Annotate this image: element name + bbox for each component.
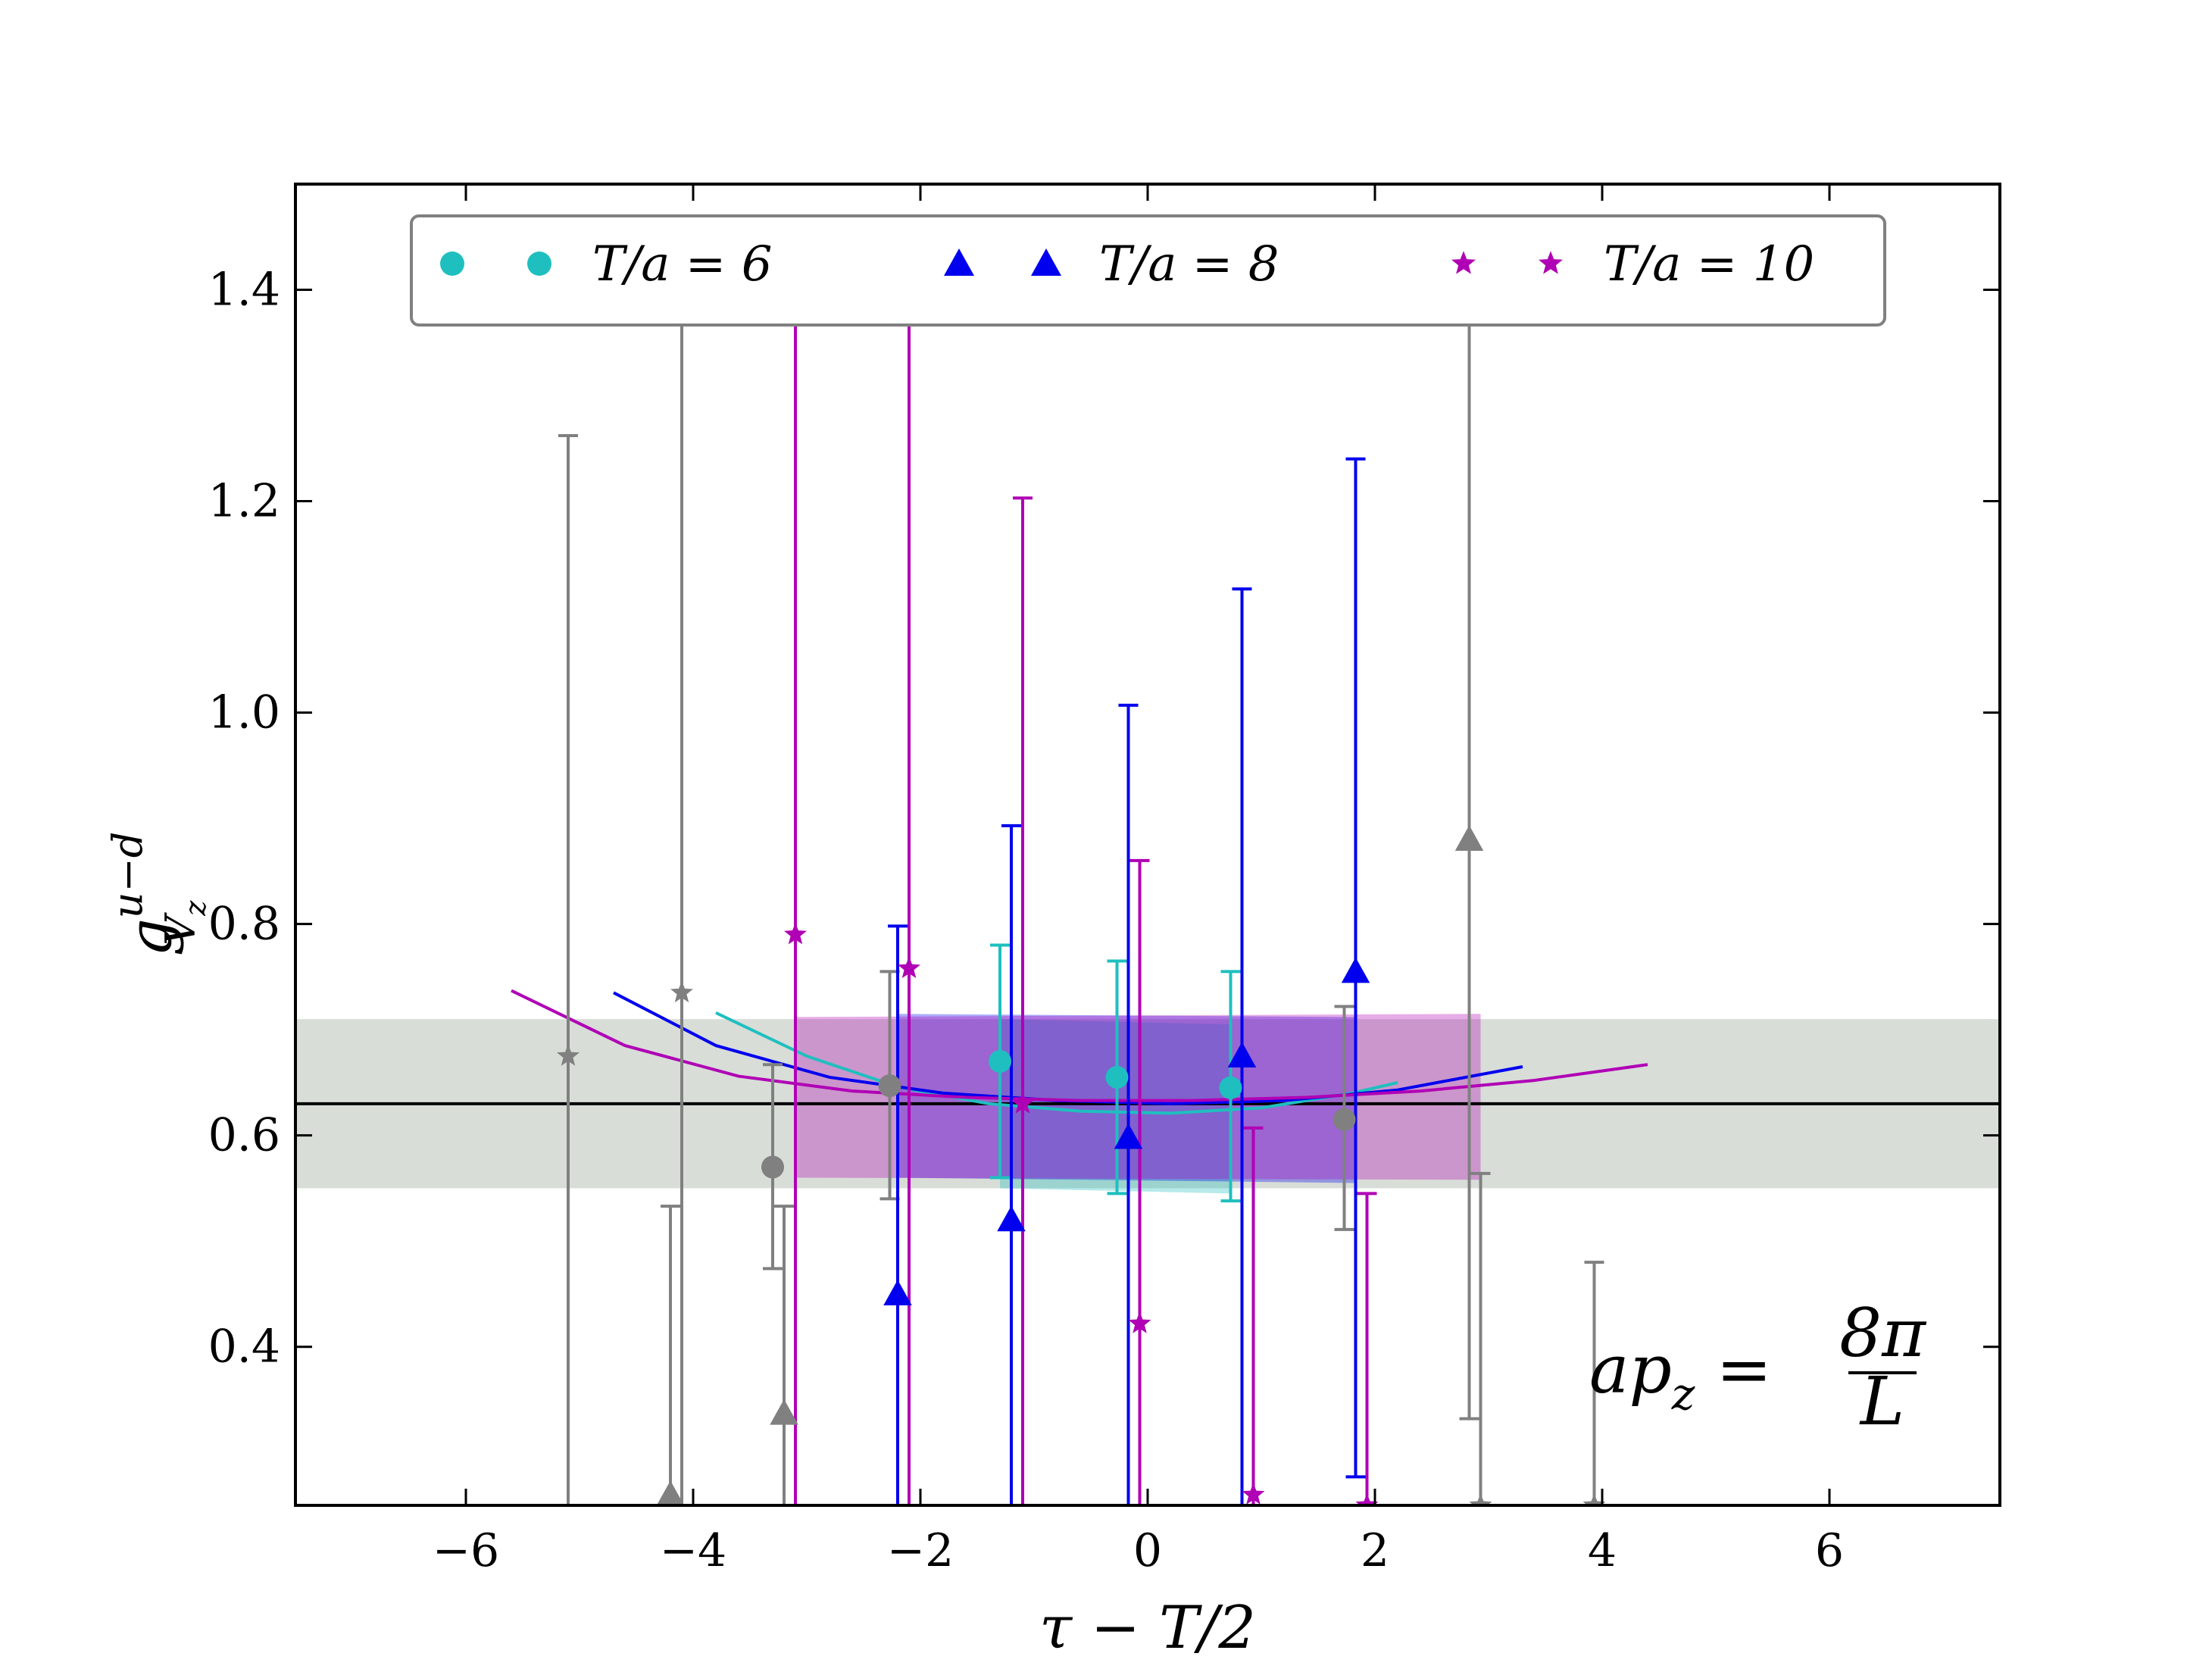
errorbar-excluded-s2-3 <box>1584 1261 1604 1505</box>
error-bars <box>558 217 1604 1505</box>
legend-label-2: T/a = 10 <box>1604 236 1814 292</box>
fit-curve-series-2 <box>511 989 1648 1102</box>
marker-excluded-s1-0 <box>656 1480 685 1505</box>
fit-curves <box>295 989 2000 1115</box>
marker-s2-0 <box>784 922 807 945</box>
axis-ticks: −6 −4 −2 0 2 4 6 0.4 0.6 0.8 1.0 1.2 1.4 <box>208 184 2000 1577</box>
x-tick-label-1: −4 <box>660 1524 726 1577</box>
legend-item-1: T/a = 8 <box>944 236 1279 292</box>
x-axis-label: τ − T/2 <box>1039 1594 1256 1662</box>
marker-excluded-s0-0 <box>761 1155 784 1179</box>
marker-excluded-s2-3 <box>1582 1493 1606 1505</box>
y-tick-label-0: 0.4 <box>208 1321 280 1374</box>
marker-s0-0 <box>989 1050 1011 1074</box>
errorbar-s2-5 <box>1357 1192 1377 1505</box>
errorbar-excluded-s2-0 <box>558 434 578 1505</box>
errorbar-s1-0 <box>888 924 908 1505</box>
marker-s1-1 <box>997 1205 1026 1232</box>
marker-excluded-s2-1 <box>670 980 693 1003</box>
errorbar-excluded-s2-1 <box>672 323 692 1505</box>
legend-label-1: T/a = 8 <box>1099 236 1279 292</box>
marker-excluded-s0-2 <box>1333 1108 1356 1131</box>
marker-excluded-s0-1 <box>878 1074 901 1098</box>
legend-marker-a-2 <box>1451 251 1476 274</box>
annotation-sub: z <box>1671 1368 1695 1420</box>
legend-marker-b-0 <box>527 252 551 276</box>
marker-s0-2 <box>1219 1076 1242 1099</box>
x-tick-label-5: 4 <box>1588 1524 1617 1577</box>
legend-item-2: T/a = 10 <box>1451 236 1814 292</box>
legend-marker-a-1 <box>944 248 974 276</box>
y-axis-label: gu−dVz <box>104 832 212 957</box>
legend-item-0: T/a = 6 <box>440 236 772 292</box>
x-tick-label-3: 0 <box>1133 1524 1162 1577</box>
legend-marker-a-0 <box>440 252 464 276</box>
errorbar-excluded-s1-0 <box>661 1205 680 1505</box>
momentum-annotation: apz = 8π L <box>1589 1294 1927 1440</box>
y-tick-label-4: 1.2 <box>208 475 280 528</box>
annotation-eq: = <box>1716 1330 1772 1408</box>
y-axis-label-main: g <box>117 918 185 956</box>
marker-excluded-s2-0 <box>557 1044 580 1066</box>
fit-band-series-0 <box>1000 1019 1231 1194</box>
errorbar-s2-0 <box>786 217 805 1505</box>
x-tick-label-0: −6 <box>433 1524 499 1577</box>
marker-s2-1 <box>898 956 920 978</box>
y-tick-label-3: 1.0 <box>208 686 280 739</box>
marker-s1-2 <box>1114 1123 1143 1149</box>
legend-label-0: T/a = 6 <box>592 236 772 292</box>
y-axis-label-sup: u−d <box>104 832 152 919</box>
fit-band-series-2 <box>795 1014 1481 1180</box>
errorbar-s2-1 <box>899 267 919 1505</box>
marker-s2-5 <box>1355 1493 1379 1505</box>
errorbar-s2-4 <box>1243 1126 1264 1505</box>
x-tick-label-6: 6 <box>1815 1524 1844 1577</box>
errorbar-s1-1 <box>1001 824 1021 1505</box>
errorbar-s1-2 <box>1118 703 1139 1505</box>
marker-s2-4 <box>1242 1483 1265 1505</box>
y-axis-label-sub: V <box>157 912 205 945</box>
marker-s0-1 <box>1105 1065 1129 1089</box>
x-tick-label-4: 2 <box>1361 1524 1389 1577</box>
legend-marker-b-1 <box>1031 248 1061 276</box>
marker-s1-3 <box>1227 1042 1257 1068</box>
y-tick-label-1: 0.6 <box>208 1109 280 1162</box>
marker-s1-4 <box>1341 957 1370 983</box>
errorbar-excluded-s2-2 <box>1470 1171 1491 1505</box>
legend-marker-b-2 <box>1539 251 1563 274</box>
svg-text:gu−dVz: gu−dVz <box>104 832 212 957</box>
errorbar-s2-3 <box>1129 858 1150 1505</box>
annotation-numerator: 8π <box>1839 1294 1927 1372</box>
marker-s1-0 <box>883 1280 912 1305</box>
marker-excluded-s2-2 <box>1469 1493 1492 1505</box>
errorbar-excluded-s1-1 <box>774 1205 794 1505</box>
legend: T/a = 6 T/a = 8 T/a = 10 <box>410 214 1886 327</box>
x-tick-label-2: −2 <box>887 1524 954 1577</box>
marker-excluded-s1-1 <box>770 1399 798 1425</box>
plot-frame <box>294 183 2001 1507</box>
annotation-lhs: ap <box>1589 1330 1672 1408</box>
annotation-denominator: L <box>1859 1362 1904 1440</box>
marker-s2-2 <box>1011 1092 1034 1114</box>
data-markers <box>557 825 1606 1505</box>
marker-s2-3 <box>1128 1311 1151 1333</box>
y-tick-label-2: 0.8 <box>208 898 280 951</box>
marker-excluded-s1-2 <box>1454 825 1484 852</box>
svg-text:apz=: apz = <box>1589 1330 1772 1420</box>
legend-box <box>410 214 1886 327</box>
errorbar-s2-2 <box>1013 496 1033 1505</box>
y-tick-label-5: 1.4 <box>208 264 280 317</box>
y-axis-label-subsub: z <box>179 900 212 917</box>
